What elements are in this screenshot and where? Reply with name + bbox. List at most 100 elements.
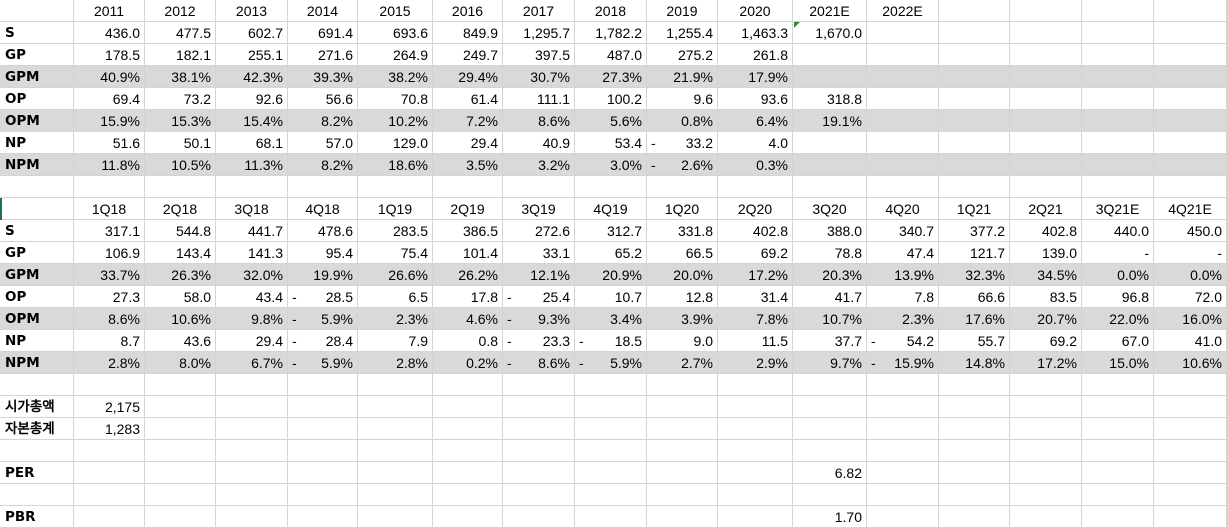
- data-cell[interactable]: 17.2%: [1010, 352, 1082, 374]
- data-cell[interactable]: 17.8: [433, 286, 503, 308]
- data-cell[interactable]: 1,463.3: [718, 22, 793, 44]
- empty-cell[interactable]: [358, 418, 433, 440]
- data-cell[interactable]: 27.3%: [575, 66, 647, 88]
- empty-cell[interactable]: [793, 176, 867, 198]
- data-cell[interactable]: 450.0: [1154, 220, 1227, 242]
- empty-cell[interactable]: [358, 176, 433, 198]
- data-cell[interactable]: 487.0: [575, 44, 647, 66]
- data-cell[interactable]: 51.6: [74, 132, 145, 154]
- data-cell[interactable]: 477.5: [145, 22, 216, 44]
- empty-cell[interactable]: [1010, 88, 1082, 110]
- data-cell[interactable]: 264.9: [358, 44, 433, 66]
- empty-cell[interactable]: [867, 176, 939, 198]
- data-cell[interactable]: 72.0: [1154, 286, 1227, 308]
- empty-cell[interactable]: [145, 506, 216, 528]
- data-cell[interactable]: 11.5: [718, 330, 793, 352]
- empty-cell[interactable]: [575, 396, 647, 418]
- data-cell[interactable]: 12.8: [647, 286, 718, 308]
- data-cell[interactable]: 17.2%: [718, 264, 793, 286]
- data-cell[interactable]: 9.7%: [793, 352, 867, 374]
- data-cell[interactable]: 75.4: [358, 242, 433, 264]
- empty-cell[interactable]: [216, 440, 288, 462]
- data-cell[interactable]: 69.4: [74, 88, 145, 110]
- data-cell[interactable]: 95.4: [288, 242, 358, 264]
- empty-cell[interactable]: [145, 374, 216, 396]
- data-cell[interactable]: 54.2: [867, 330, 939, 352]
- empty-cell[interactable]: [1154, 484, 1227, 506]
- data-cell[interactable]: 121.7: [939, 242, 1010, 264]
- data-cell[interactable]: 18.6%: [358, 154, 433, 176]
- empty-cell[interactable]: [1010, 462, 1082, 484]
- empty-cell[interactable]: [1082, 462, 1154, 484]
- data-cell[interactable]: 1,670.0: [793, 22, 867, 44]
- empty-cell[interactable]: [1010, 22, 1082, 44]
- data-cell[interactable]: [867, 22, 939, 44]
- data-cell[interactable]: 34.5%: [1010, 264, 1082, 286]
- data-cell[interactable]: 10.6%: [1154, 352, 1227, 374]
- empty-cell[interactable]: [216, 418, 288, 440]
- data-cell[interactable]: 17.9%: [718, 66, 793, 88]
- data-cell[interactable]: 8.2%: [288, 154, 358, 176]
- data-cell[interactable]: 8.6%: [503, 110, 575, 132]
- data-cell[interactable]: 0.2%: [433, 352, 503, 374]
- data-cell[interactable]: 33.2: [647, 132, 718, 154]
- data-cell[interactable]: 67.0: [1082, 330, 1154, 352]
- data-cell[interactable]: 7.2%: [433, 110, 503, 132]
- empty-cell[interactable]: [1154, 176, 1227, 198]
- data-cell[interactable]: 11.3%: [216, 154, 288, 176]
- data-cell[interactable]: [793, 44, 867, 66]
- data-cell[interactable]: 849.9: [433, 22, 503, 44]
- empty-cell[interactable]: [1082, 484, 1154, 506]
- empty-cell[interactable]: [0, 484, 74, 506]
- data-cell[interactable]: -: [1154, 242, 1227, 264]
- data-cell[interactable]: 111.1: [503, 88, 575, 110]
- quarter-header[interactable]: 1Q21: [939, 198, 1010, 220]
- empty-cell[interactable]: [1082, 44, 1154, 66]
- data-cell[interactable]: 440.0: [1082, 220, 1154, 242]
- data-cell[interactable]: 96.8: [1082, 286, 1154, 308]
- row-label-np[interactable]: NP: [0, 330, 74, 352]
- data-cell[interactable]: 2.8%: [358, 352, 433, 374]
- data-cell[interactable]: 18.5: [575, 330, 647, 352]
- empty-cell[interactable]: [1010, 132, 1082, 154]
- empty-cell[interactable]: [433, 484, 503, 506]
- data-cell[interactable]: 283.5: [358, 220, 433, 242]
- empty-cell[interactable]: [1082, 440, 1154, 462]
- empty-cell[interactable]: [867, 374, 939, 396]
- equity-value[interactable]: 1,283: [74, 418, 145, 440]
- data-cell[interactable]: 28.5: [288, 286, 358, 308]
- empty-cell[interactable]: [867, 462, 939, 484]
- data-cell[interactable]: 47.4: [867, 242, 939, 264]
- data-cell[interactable]: 8.2%: [288, 110, 358, 132]
- data-cell[interactable]: 10.6%: [145, 308, 216, 330]
- empty-cell[interactable]: [939, 66, 1010, 88]
- data-cell[interactable]: 691.4: [288, 22, 358, 44]
- data-cell[interactable]: 3.2%: [503, 154, 575, 176]
- data-cell[interactable]: 249.7: [433, 44, 503, 66]
- empty-cell[interactable]: [433, 462, 503, 484]
- data-cell[interactable]: 37.7: [793, 330, 867, 352]
- empty-cell[interactable]: [939, 44, 1010, 66]
- empty-cell[interactable]: [1082, 0, 1154, 22]
- data-cell[interactable]: 4.6%: [433, 308, 503, 330]
- empty-cell[interactable]: [216, 396, 288, 418]
- year-header[interactable]: 2021E: [793, 0, 867, 22]
- empty-cell[interactable]: [1010, 176, 1082, 198]
- data-cell[interactable]: -: [1082, 242, 1154, 264]
- data-cell[interactable]: 6.7%: [216, 352, 288, 374]
- data-cell[interactable]: 66.5: [647, 242, 718, 264]
- data-cell[interactable]: 73.2: [145, 88, 216, 110]
- data-cell[interactable]: [867, 88, 939, 110]
- empty-cell[interactable]: [1154, 374, 1227, 396]
- data-cell[interactable]: 397.5: [503, 44, 575, 66]
- quarter-header[interactable]: 3Q21E: [1082, 198, 1154, 220]
- empty-cell[interactable]: [1010, 374, 1082, 396]
- data-cell[interactable]: 33.1: [503, 242, 575, 264]
- data-cell[interactable]: 30.7%: [503, 66, 575, 88]
- data-cell[interactable]: 4.0: [718, 132, 793, 154]
- data-cell[interactable]: 17.6%: [939, 308, 1010, 330]
- year-header[interactable]: 2020: [718, 0, 793, 22]
- year-header[interactable]: 2018: [575, 0, 647, 22]
- empty-cell[interactable]: [433, 396, 503, 418]
- data-cell[interactable]: 25.4: [503, 286, 575, 308]
